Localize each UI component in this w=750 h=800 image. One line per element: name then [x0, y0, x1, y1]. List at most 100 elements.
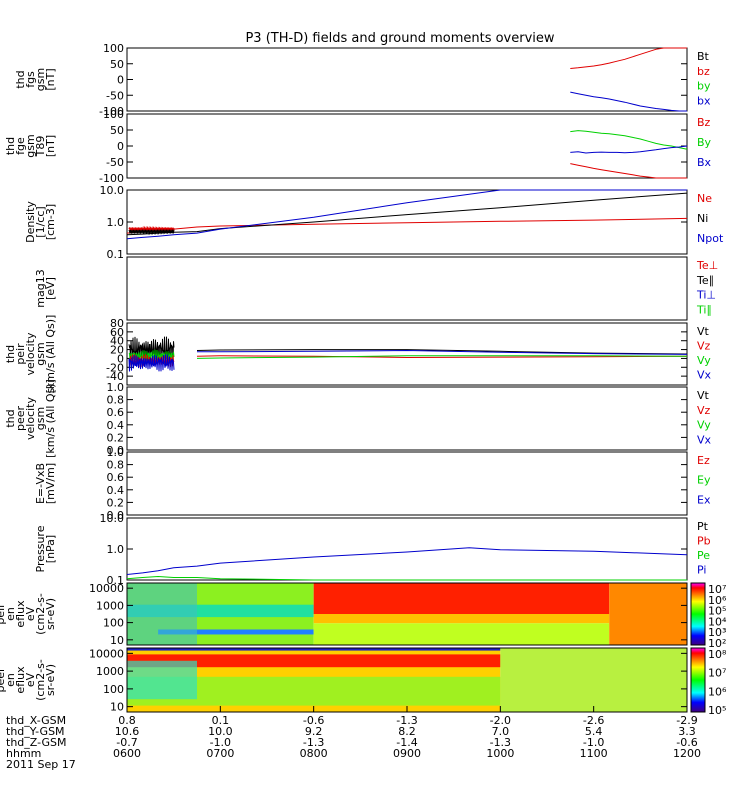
colorbar-tick-label: 10²	[708, 637, 726, 650]
panel-peer: 1.00.80.60.40.20.0thdpeervelocitygsm[km/…	[4, 379, 712, 458]
x-tick-label: 9.2	[305, 725, 323, 738]
y-axis-label-line: E=-VxB	[34, 463, 47, 504]
series-Vz	[196, 355, 688, 359]
x-tick-label: 0700	[206, 747, 234, 760]
y-tick-label: 10	[110, 634, 124, 647]
y-axis-label-line: (cm2-s-	[34, 659, 47, 701]
legend-entry: bx	[697, 94, 711, 107]
y-axis-label-line: Density	[24, 201, 37, 243]
series-Bx	[570, 145, 688, 154]
x-row-label: thd_Z-GSM	[6, 736, 66, 749]
colorbar	[691, 648, 705, 712]
y-tick-label: 0.4	[107, 484, 125, 497]
legend-entry: Bx	[697, 156, 712, 169]
x-tick-label: -1.0	[583, 736, 604, 749]
y-axis-label-line: (cm2-s-	[34, 593, 47, 635]
x-tick-label: 1000	[486, 747, 514, 760]
panel-peer_en: 10⁸ 10⁷ 10⁶ 10⁵ 10000 1000 100 10 thdpeereneflux…	[0, 647, 727, 717]
legend-entry: Pe	[697, 549, 710, 562]
y-axis-label-line: [1/cc]	[34, 206, 47, 237]
y-axis-label: thdpeirenefluxeV(cm2-s-sr-eV)	[0, 593, 57, 635]
legend-entry: By	[697, 136, 712, 149]
panels-group: 100500-50-100thdfgsgsm[nT]Btbzbybx100500…	[0, 42, 727, 717]
legend-entry: Pb	[697, 535, 711, 548]
y-tick-label: 0.0	[107, 444, 125, 457]
colorbar-tick-label: 10⁴	[708, 615, 727, 628]
y-axis-label-line: gsm	[34, 407, 47, 430]
y-axis-label: thdpeerenefluxeV(cm2-s-sr-eV)	[0, 659, 57, 701]
y-axis-label-line: en	[4, 607, 17, 621]
x-axis-labels: thd_X-GSM 0.8 0.1 -0.6 -1.3 -2.0 -2.6 -2.9 thd_Y…	[6, 706, 701, 771]
y-axis-label-line: T89	[34, 136, 47, 158]
y-axis-label-line: [mV/m]	[44, 463, 57, 504]
burst-series	[128, 336, 175, 363]
legend-entry: bz	[697, 65, 710, 78]
legend-entry: Bt	[697, 50, 710, 63]
legend-entry: Ez	[697, 454, 710, 467]
y-tick-label: 0	[117, 140, 124, 153]
legend-entry: Ex	[697, 493, 711, 506]
y-tick-label: 1.0	[107, 381, 125, 394]
y-axis-label-line: peer	[0, 667, 7, 693]
y-tick-label: -100	[99, 172, 124, 185]
y-axis-label-line: [km/s (All Qs)]	[44, 379, 57, 458]
spectrogram-band	[313, 623, 610, 645]
y-tick-label: 50	[110, 58, 124, 71]
series-Npot	[126, 189, 687, 240]
colorbar	[691, 583, 705, 645]
chart-title: P3 (TH-D) fields and ground moments over…	[245, 31, 554, 46]
y-axis-label-line: gsm	[24, 134, 37, 157]
y-tick-label: 10.0	[100, 184, 125, 197]
x-tick-label: -0.7	[116, 736, 137, 749]
y-tick-label: 10	[110, 701, 124, 714]
spectrogram-band	[127, 583, 197, 645]
y-tick-label: -50	[106, 89, 124, 102]
y-axis-label-line: thd	[4, 409, 17, 427]
y-tick-label: 0.6	[107, 406, 125, 419]
y-tick-label: 0.2	[107, 431, 125, 444]
x-tick-label: -2.6	[583, 714, 604, 727]
series-bz	[570, 47, 687, 69]
y-axis-label: mag13[eV]	[34, 269, 57, 307]
y-tick-label: 20	[110, 344, 124, 357]
series-Ni	[126, 192, 688, 236]
x-tick-label: 10.0	[208, 725, 233, 738]
y-axis-label-line: thd	[4, 137, 17, 155]
x-row-label: thd_X-GSM	[6, 714, 66, 727]
series-Vx	[197, 349, 688, 355]
x-tick-label: -1.3	[396, 714, 417, 727]
y-tick-label: -40	[106, 370, 124, 383]
legend-entry: Vt	[697, 325, 710, 338]
y-tick-label: -100	[99, 105, 124, 118]
y-axis-label-line: thd	[14, 70, 27, 88]
spectrogram-band	[158, 629, 314, 635]
colorbar-tick-label: 10⁸	[708, 648, 727, 661]
x-tick-label: 7.0	[492, 725, 510, 738]
spectrogram-band	[609, 583, 687, 645]
y-axis-label: E=-VxB[mV/m]	[34, 463, 57, 504]
y-axis-label-line: [eV]	[44, 277, 57, 300]
x-tick-label: 3.3	[678, 725, 696, 738]
y-tick-label: 1.0	[107, 446, 125, 459]
y-axis-label-line: [cm-3]	[44, 204, 57, 240]
y-axis-label-line: fgs	[24, 71, 37, 88]
colorbar-tick-label: 10⁵	[708, 605, 726, 618]
density-burst	[128, 225, 175, 236]
y-axis-label-line: eV	[24, 606, 37, 621]
y-tick-label: 1.0	[107, 216, 125, 229]
panel-frame	[126, 517, 688, 581]
spectrogram-band	[500, 648, 687, 712]
legend-entry: Vz	[697, 404, 711, 417]
y-tick-label: 10.0	[100, 512, 125, 525]
y-axis-label-line: fge	[14, 137, 27, 155]
legend-entry: by	[697, 80, 711, 93]
y-tick-label: 0	[117, 74, 124, 87]
legend-entry: Ey	[697, 474, 711, 487]
